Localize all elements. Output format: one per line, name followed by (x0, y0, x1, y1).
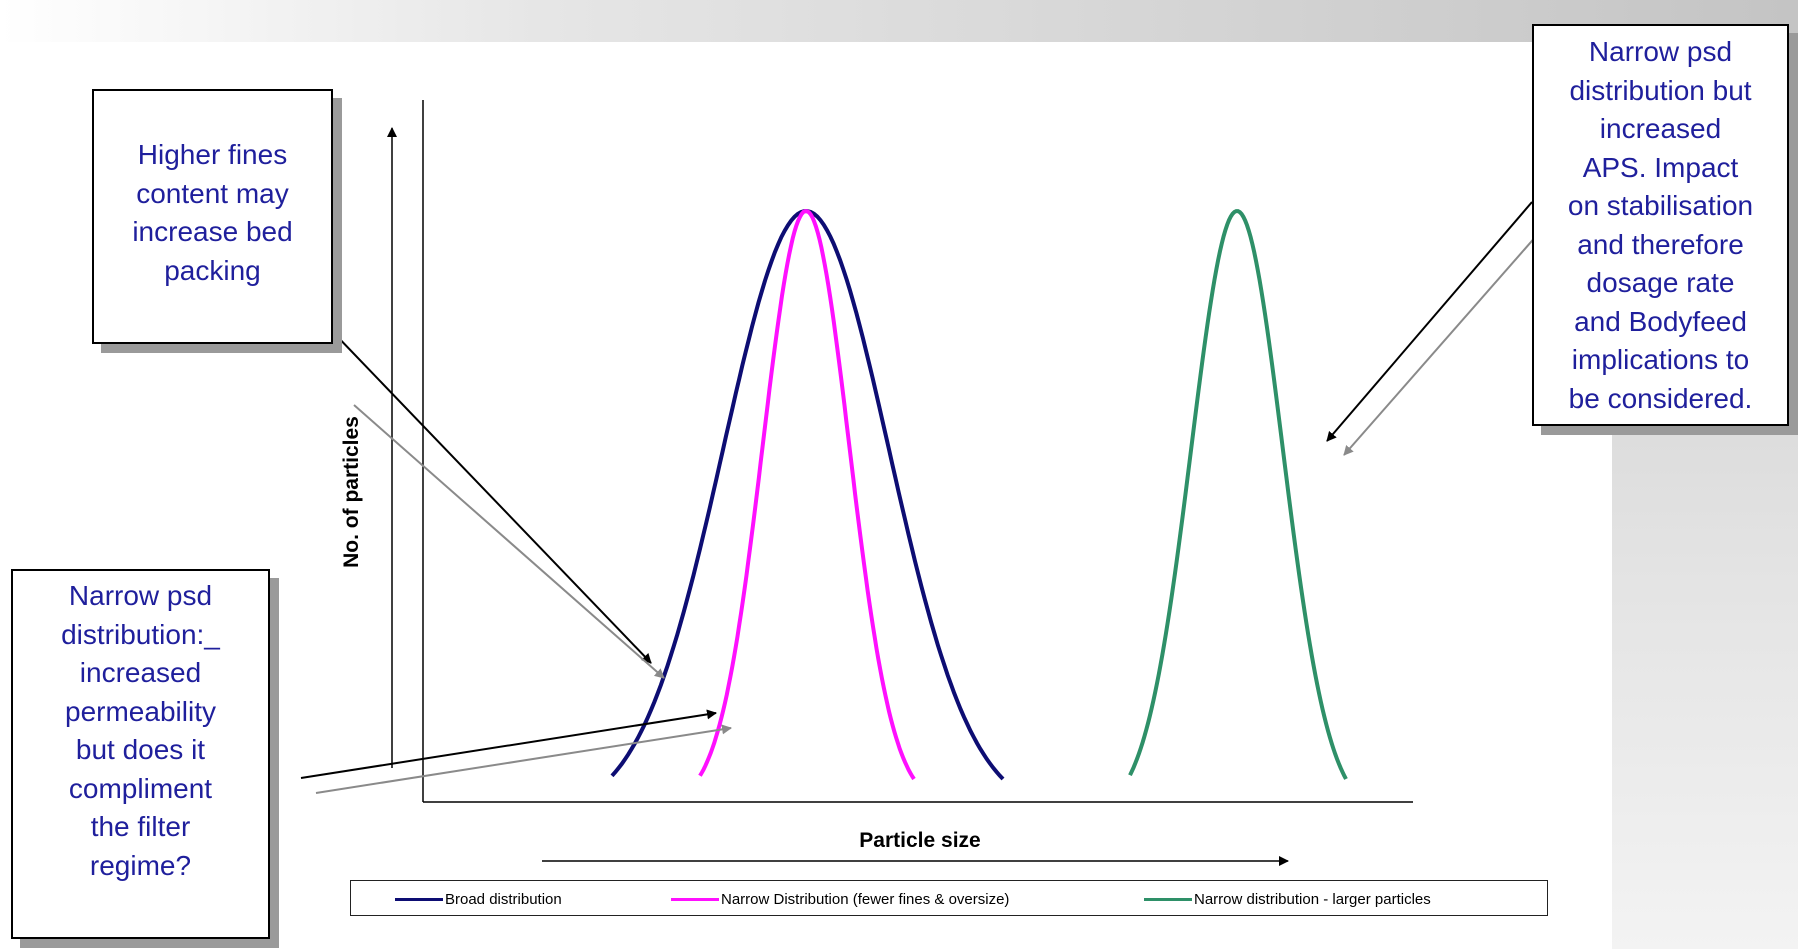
larger-pointer-shadow-arrow (1343, 225, 1546, 456)
legend-swatch-narrow (671, 897, 719, 901)
narrow-pointer-arrow (300, 709, 717, 779)
larger-particles-distribution-curve (1128, 209, 1348, 780)
broad-distribution-curve (610, 209, 1005, 781)
legend-swatch-larger (1144, 897, 1192, 901)
fines-pointer-shadow-arrow (353, 404, 665, 679)
narrow-callout-text: Narrow psd distribution:_ increased perm… (61, 580, 220, 881)
larger-particles-callout: Narrow psd distribution but increased AP… (1532, 24, 1789, 426)
legend: Broad distribution Narrow Distribution (… (350, 880, 1548, 916)
larger-pointer-arrow (1326, 201, 1533, 442)
x-axis-label-text: Particle size (859, 829, 981, 852)
legend-item-narrow: Narrow Distribution (fewer fines & overs… (671, 890, 1009, 908)
y-axis-label: No. of particles (340, 382, 364, 602)
narrow-pointer-shadow-arrow (315, 724, 732, 794)
legend-label-larger: Narrow distribution - larger particles (1194, 890, 1431, 908)
fines-pointer-arrow (331, 330, 652, 664)
legend-item-larger: Narrow distribution - larger particles (1144, 890, 1431, 908)
x-axis-label: Particle size (780, 829, 1060, 853)
larger-particles-callout-text: Narrow psd distribution but increased AP… (1567, 36, 1754, 414)
legend-label-broad: Broad distribution (445, 890, 562, 908)
narrow-callout: Narrow psd distribution:_ increased perm… (11, 569, 270, 939)
fines-callout: Higher fines content may increase bed pa… (92, 89, 333, 344)
legend-swatch-broad (395, 897, 443, 901)
narrow-distribution-curve (698, 209, 916, 781)
y-axis-label-text: No. of particles (340, 416, 363, 568)
fines-callout-text: Higher fines content may increase bed pa… (132, 139, 293, 286)
legend-label-narrow: Narrow Distribution (fewer fines & overs… (721, 890, 1010, 908)
background-top-band (0, 0, 1798, 42)
legend-item-broad: Broad distribution (395, 890, 562, 908)
